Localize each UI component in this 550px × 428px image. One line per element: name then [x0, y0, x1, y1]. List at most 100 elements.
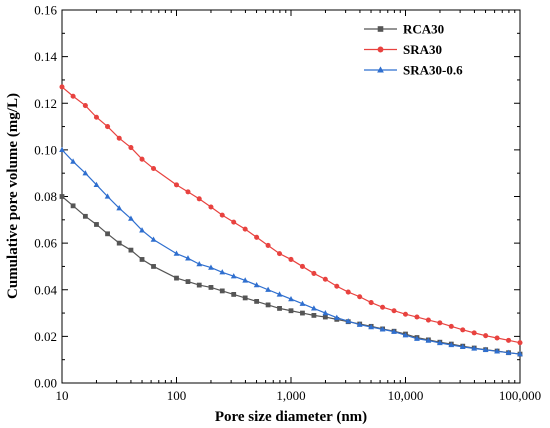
data-point — [196, 260, 203, 267]
data-point — [128, 215, 134, 221]
data-point — [277, 306, 282, 311]
data-point — [356, 321, 363, 327]
data-point — [196, 196, 202, 202]
data-point — [185, 189, 191, 195]
data-point — [288, 256, 294, 262]
data-point — [185, 279, 191, 284]
data-point — [116, 240, 122, 246]
y-tick-label: 0.08 — [34, 189, 57, 204]
data-point — [288, 308, 294, 314]
legend: RCA30 SRA30 SRA30-0.6 — [364, 22, 463, 78]
data-point — [300, 310, 305, 316]
data-point — [368, 300, 374, 306]
data-point — [219, 269, 226, 275]
data-point — [93, 114, 99, 120]
data-point — [505, 349, 512, 355]
data-point — [368, 323, 375, 330]
data-point — [322, 276, 328, 282]
data-point — [459, 343, 466, 350]
data-point — [460, 327, 466, 333]
data-point — [82, 103, 88, 109]
x-tick-label: 100,000 — [499, 388, 541, 403]
data-point — [208, 285, 214, 290]
data-point — [436, 339, 443, 346]
data-point — [105, 231, 110, 237]
data-point — [265, 286, 271, 292]
y-tick-label: 0.14 — [34, 49, 57, 64]
x-tick-label: 10,000 — [388, 388, 424, 403]
data-point — [482, 346, 489, 353]
data-point — [116, 205, 123, 211]
data-point — [377, 46, 384, 53]
data-point — [242, 277, 249, 283]
data-point — [425, 317, 431, 323]
data-point — [333, 314, 340, 320]
x-tick-label: 1,000 — [276, 388, 305, 403]
data-point — [402, 332, 409, 338]
axis-ticks: 10 100 1,000 10,000 100,000 0.00 0.02 0.04 0.06 0… — [34, 3, 541, 404]
data-point — [173, 250, 180, 256]
data-point — [231, 219, 237, 225]
data-point — [517, 340, 523, 346]
data-point — [59, 194, 65, 199]
data-point — [377, 66, 384, 73]
data-point — [219, 212, 225, 218]
data-point — [414, 335, 420, 341]
data-point — [425, 337, 432, 343]
data-point — [402, 311, 409, 317]
data-point — [105, 124, 111, 130]
data-point — [322, 314, 328, 320]
series-rca30 — [59, 194, 523, 357]
legend-item: SRA30 — [364, 42, 442, 57]
data-point — [448, 341, 455, 348]
x-axis-title: Pore size diameter (nm) — [215, 409, 367, 425]
data-point — [173, 182, 180, 188]
data-point — [230, 273, 237, 279]
legend-label: SRA30 — [403, 42, 442, 57]
data-point — [494, 348, 500, 354]
data-point — [151, 264, 156, 269]
data-point — [70, 158, 76, 164]
data-point — [139, 227, 145, 233]
y-tick-label: 0.04 — [34, 282, 57, 297]
data-point — [448, 323, 454, 329]
data-point — [276, 291, 283, 297]
data-point — [139, 257, 145, 262]
legend-label: RCA30 — [403, 22, 444, 37]
data-point — [253, 281, 260, 288]
data-point — [391, 308, 397, 314]
data-point — [208, 264, 214, 270]
data-point — [94, 222, 99, 227]
data-point — [299, 300, 306, 306]
data-point — [299, 263, 305, 269]
data-point — [128, 145, 134, 151]
data-point — [414, 314, 420, 320]
data-point — [59, 84, 65, 90]
data-point — [311, 305, 317, 311]
data-point — [506, 337, 512, 343]
data-point — [334, 283, 340, 289]
data-point — [93, 181, 100, 188]
data-point — [128, 247, 134, 253]
data-point — [345, 289, 351, 295]
x-tick-label: 100 — [167, 388, 187, 403]
data-point — [380, 304, 386, 310]
y-tick-label: 0.12 — [34, 96, 57, 111]
data-point — [483, 333, 489, 339]
data-point — [391, 328, 397, 334]
data-point — [277, 251, 283, 257]
data-point — [151, 166, 157, 172]
data-point — [59, 146, 65, 153]
data-point — [174, 275, 179, 281]
y-tick-label: 0.00 — [34, 376, 57, 391]
data-point — [311, 312, 317, 318]
data-point — [104, 193, 111, 199]
y-tick-label: 0.02 — [34, 329, 57, 344]
data-point — [494, 335, 500, 341]
data-point — [254, 234, 260, 240]
series-line — [61, 196, 521, 355]
data-point — [254, 299, 260, 304]
series-line — [61, 86, 521, 344]
data-point — [139, 156, 145, 162]
